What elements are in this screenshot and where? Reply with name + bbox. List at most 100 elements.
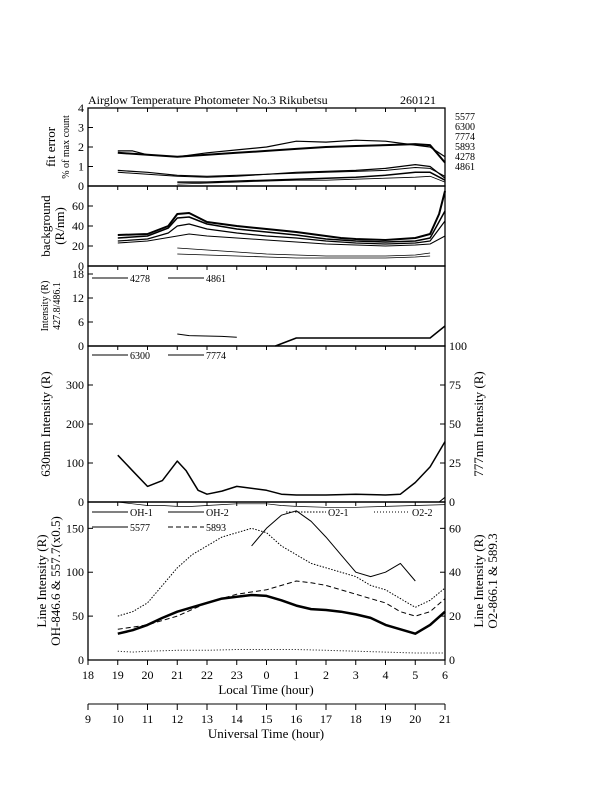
series-line-oh-2: [117, 501, 446, 508]
fit-error-ylabel-sub: % of max count: [61, 115, 72, 179]
fit-ytick-label: 3: [78, 121, 84, 135]
universal-time-tick-label: 17: [320, 712, 332, 726]
series-fit-6300: [117, 143, 446, 164]
blue-ylabel: Intensity (R): [40, 281, 51, 332]
background-ylabel: background: [38, 195, 53, 257]
local-time-tick-label: 23: [231, 668, 243, 682]
line-ytick-label: 150: [66, 521, 84, 535]
series-blue-4861: [177, 333, 237, 338]
line-ytick-right-label: 0: [449, 653, 455, 667]
fit-error-label: 5577: [455, 112, 475, 123]
blue-ytick-label: 12: [72, 291, 84, 305]
blue-ylabel-sub: 427.8/486.1: [52, 282, 63, 330]
line-ylabel-right: Line Intensity (R): [471, 534, 486, 627]
bg-ytick-label: 60: [72, 199, 84, 213]
legend-5577: 5577: [130, 523, 150, 534]
fit-error-label: 7774: [455, 132, 475, 143]
local-time-tick-label: 4: [383, 668, 389, 682]
universal-time-label: Universal Time (hour): [208, 726, 324, 741]
line-ylabel-left: Line Intensity (R): [34, 534, 49, 627]
red-intensity-frame: [87, 345, 446, 503]
local-time-tick-label: 19: [112, 668, 124, 682]
bg-ytick-label: 20: [72, 239, 84, 253]
line-ylabel-right-sub: O2-866.1 & 589.3: [485, 533, 500, 628]
background-ylabel-unit: (R/nm): [52, 207, 67, 245]
legend-o22: O2-2: [412, 508, 433, 519]
universal-time-tick-label: 11: [142, 712, 154, 726]
fit-ytick-label: 4: [78, 101, 84, 115]
chart-date: 260121: [400, 93, 436, 107]
fit-error-label: 5893: [455, 142, 475, 153]
fit-error-label: 4278: [455, 152, 475, 163]
legend-4278: 4278: [130, 274, 150, 285]
line-ytick-label: 100: [66, 565, 84, 579]
line-ytick-label: 0: [78, 653, 84, 667]
local-time-tick-label: 20: [142, 668, 154, 682]
series-bg-upper: [117, 210, 446, 243]
fit-error-label: 4861: [455, 162, 475, 173]
universal-time-tick-label: 9: [85, 712, 91, 726]
series-fit-7774: [117, 164, 446, 179]
line-legend: OH-1 OH-2 O2-1 O2-2 5577 5893: [92, 508, 433, 534]
red-ytick-label: 100: [66, 456, 84, 470]
red-ytick-right-label: 50: [449, 417, 461, 431]
chart-title: Airglow Temperature Photometer No.3 Riku…: [88, 93, 328, 107]
line-ylabel-left-sub: OH-846.6 & 557.7(x0.5): [48, 516, 63, 646]
universal-time-tick-label: 20: [409, 712, 421, 726]
red-ytick-label: 0: [78, 495, 84, 509]
universal-time-tick-label: 19: [380, 712, 392, 726]
legend-o21: O2-1: [328, 508, 349, 519]
universal-time-tick-label: 18: [350, 712, 362, 726]
series-fit-5577: [117, 139, 446, 158]
line-ytick-right-label: 20: [449, 609, 461, 623]
local-time-tick-label: 5: [412, 668, 418, 682]
series-red-6300: [117, 441, 446, 496]
series-fit-4278: [177, 171, 446, 183]
series-bg-top: [117, 190, 446, 241]
series-fit-5893: [117, 167, 446, 178]
series-line-oh-1: [251, 510, 416, 582]
universal-time-tick-label: 14: [231, 712, 243, 726]
blue-legend: 4278 4861: [92, 274, 226, 285]
red-ylabel-left: 630nm Intensity (R): [38, 371, 53, 476]
line-ytick-right-label: 40: [449, 565, 461, 579]
local-time-tick-label: 18: [82, 668, 94, 682]
series-line-5577: [117, 593, 446, 635]
series-blue-4278: [275, 325, 446, 347]
legend-6300: 6300: [130, 351, 150, 362]
local-time-tick-label: 0: [264, 668, 270, 682]
universal-time-tick-label: 15: [261, 712, 273, 726]
bg-ytick-label: 40: [72, 219, 84, 233]
local-time-tick-label: 22: [201, 668, 213, 682]
series-bg-faint-1: [177, 247, 431, 257]
legend-7774: 7774: [206, 351, 226, 362]
blue-ytick-label: 18: [72, 267, 84, 281]
red-ytick-right-label: 100: [449, 339, 467, 353]
red-ytick-label: 200: [66, 417, 84, 431]
red-ylabel-right: 777nm Intensity (R): [471, 371, 486, 476]
series-fit-4861: [177, 175, 446, 185]
bg-ytick-label: 0: [78, 259, 84, 273]
legend-oh2: OH-2: [206, 508, 229, 519]
legend-4861: 4861: [206, 274, 226, 285]
legend-5893: 5893: [206, 523, 226, 534]
line-ytick-label: 50: [72, 609, 84, 623]
series-line-o2-2: [117, 649, 445, 654]
red-ytick-right-label: 25: [449, 456, 461, 470]
local-time-tick-label: 21: [171, 668, 183, 682]
fit-ytick-label: 0: [78, 179, 84, 193]
universal-time-tick-label: 12: [171, 712, 183, 726]
chart-marks: 18 19 20 21 22 23 0 1 2 3 4 5 69 10 11 12 13 14 15 16 17 18 19…: [66, 101, 475, 726]
local-time-tick-label: 1: [293, 668, 299, 682]
red-ytick-right-label: 75: [449, 378, 461, 392]
fit-ytick-label: 2: [78, 140, 84, 154]
red-ytick-right-label: 0: [449, 495, 455, 509]
series-bg-faint-2: [177, 253, 431, 259]
series-line-5893: [117, 580, 446, 630]
red-legend: 6300 7774: [92, 351, 226, 362]
blue-ytick-label: 0: [78, 339, 84, 353]
universal-time-tick-label: 10: [112, 712, 124, 726]
series-bg-lower: [117, 233, 446, 247]
local-time-tick-label: 3: [353, 668, 359, 682]
